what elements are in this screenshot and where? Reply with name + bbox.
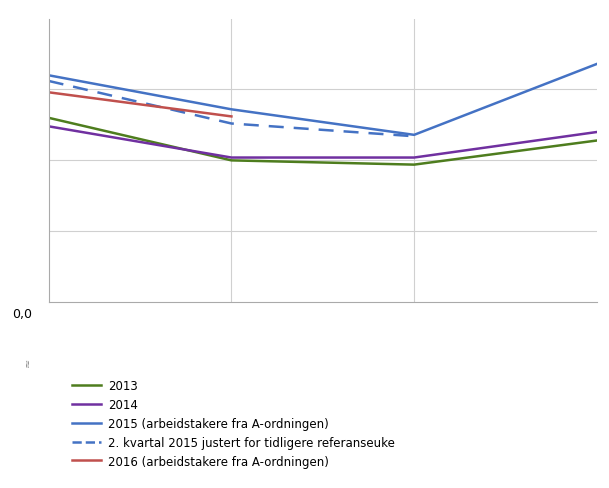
Text: 0,0: 0,0 (12, 307, 32, 321)
Legend: 2013, 2014, 2015 (arbeidstakere fra A-ordningen), 2. kvartal 2015 justert for ti: 2013, 2014, 2015 (arbeidstakere fra A-or… (67, 374, 400, 472)
Text: ≈: ≈ (23, 356, 32, 366)
